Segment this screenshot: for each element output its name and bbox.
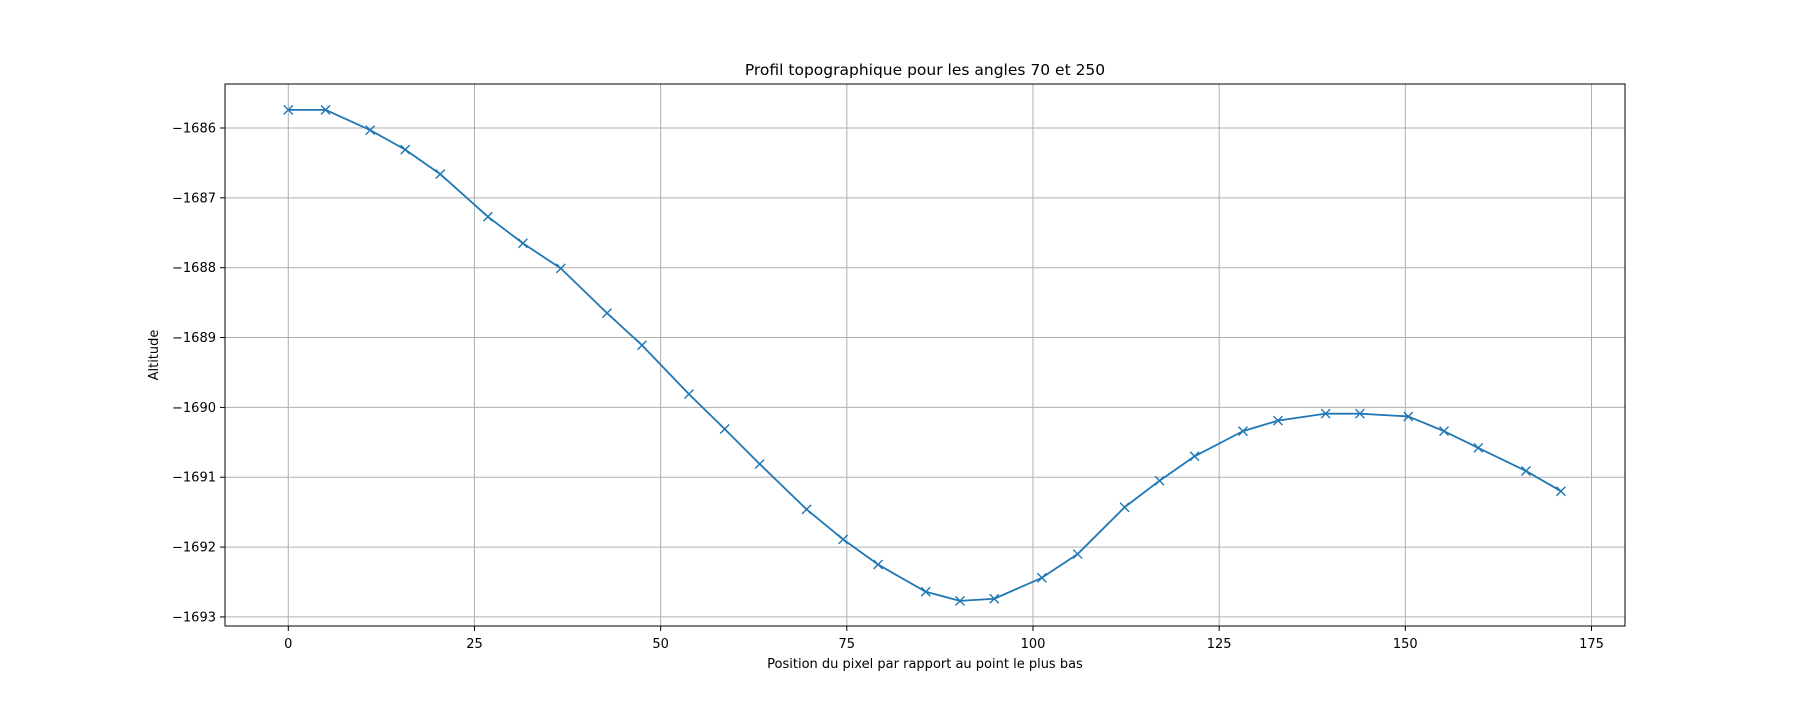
plot-frame [224, 83, 1626, 627]
x-tick-label: 175 [1579, 637, 1604, 652]
y-tick-label: −1692 [172, 541, 216, 556]
y-tick-label: −1689 [172, 331, 216, 346]
series-markers [283, 104, 1566, 606]
y-tick-label: −1688 [172, 261, 216, 276]
y-tick-label: −1687 [172, 191, 216, 206]
grid-lines [225, 84, 1625, 626]
data-point-marker [1403, 411, 1414, 422]
data-point-marker [838, 534, 849, 545]
data-point-marker [873, 559, 884, 570]
axis-ticks: 0 25 50 75 100 125 150 175 −1686 −1687 −1688 −1689 −… [172, 122, 1604, 652]
y-axis-label: Altitude [147, 330, 162, 381]
data-point-marker [801, 504, 812, 515]
series-line [287, 108, 1562, 602]
data-point-marker [435, 169, 446, 180]
data-point-marker [1555, 486, 1566, 497]
x-tick-label: 0 [284, 637, 292, 652]
data-point-marker [1520, 465, 1531, 476]
y-tick-label: −1693 [172, 610, 216, 625]
y-tick-label: −1691 [172, 471, 216, 486]
data-point-marker [283, 104, 294, 115]
data-point-marker [1320, 408, 1331, 419]
data-point-marker [517, 238, 528, 249]
data-point-marker [365, 125, 376, 136]
data-point-marker [719, 424, 730, 435]
data-point-marker [1119, 502, 1130, 513]
data-point-marker [602, 308, 613, 319]
x-tick-label: 75 [839, 637, 856, 652]
data-point-marker [1272, 415, 1283, 426]
data-point-marker [1354, 408, 1365, 419]
data-point-marker [754, 458, 765, 469]
data-point-marker [1072, 549, 1083, 560]
data-point-marker [955, 595, 965, 606]
data-point-marker [683, 389, 694, 400]
x-axis-label: Position du pixel par rapport au point l… [767, 657, 1083, 672]
data-point-marker [920, 586, 931, 597]
data-point-marker [1154, 475, 1165, 486]
x-tick-label: 125 [1207, 637, 1232, 652]
data-point-marker [1036, 572, 1047, 583]
data-point-marker [637, 340, 648, 351]
y-tick-label: −1690 [172, 401, 216, 416]
data-point-marker [555, 263, 566, 274]
data-point-marker [989, 593, 1000, 604]
y-tick-label: −1686 [172, 122, 216, 137]
x-tick-label: 150 [1393, 637, 1418, 652]
chart-title: Profil topographique pour les angles 70 … [745, 61, 1105, 79]
data-point-marker [1189, 451, 1200, 462]
data-point-marker [482, 211, 493, 222]
data-point-marker [320, 104, 331, 115]
data-point-marker [400, 144, 411, 155]
data-point-marker [1237, 426, 1248, 437]
x-tick-label: 100 [1021, 637, 1046, 652]
x-tick-label: 25 [466, 637, 483, 652]
data-point-marker [1473, 442, 1484, 453]
data-point-marker [1439, 426, 1450, 437]
x-tick-label: 50 [652, 637, 669, 652]
